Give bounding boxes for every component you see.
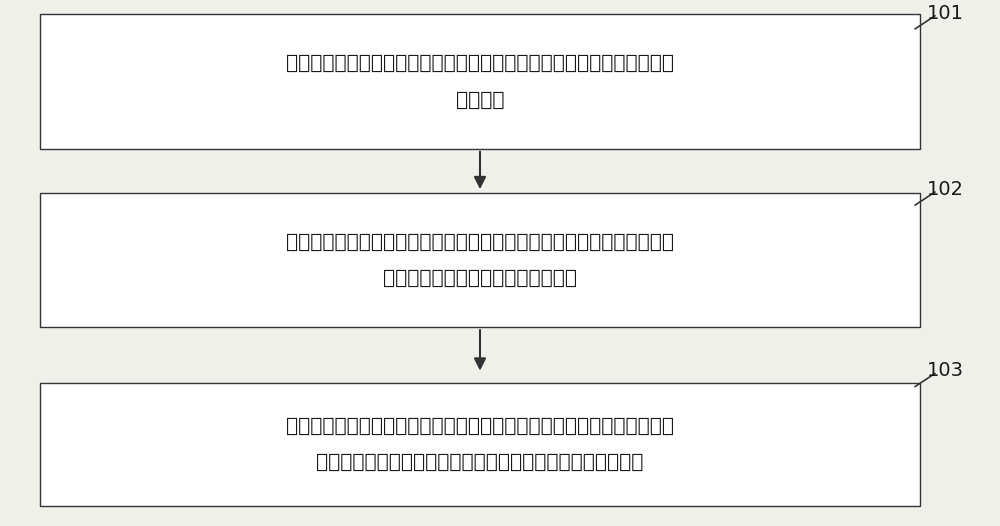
Text: 102: 102 (926, 180, 964, 199)
Bar (40, 193, 920, 327)
Text: 将至少包含有所述至少一种标识信息、以及选取的所述终端设备的至少一: 将至少包含有所述至少一种标识信息、以及选取的所述终端设备的至少一 (286, 232, 674, 251)
Text: 获取到终端设备的至少一种标识信息，选取针对所述终端设备的至少一种: 获取到终端设备的至少一种标识信息，选取针对所述终端设备的至少一种 (286, 54, 674, 73)
Text: 101: 101 (926, 4, 964, 23)
Text: 目标能力: 目标能力 (456, 90, 504, 109)
Text: 接收到网络侧基于所述至少一种标识信息反馈的所述终端设备的至少一种: 接收到网络侧基于所述至少一种标识信息反馈的所述终端设备的至少一种 (286, 417, 674, 436)
Bar (40, 383, 920, 506)
Bar (40, 14, 920, 148)
Text: 103: 103 (926, 361, 964, 380)
Text: 目标能力的支持情况信息，以基于所述支持情况信息进行处理: 目标能力的支持情况信息，以基于所述支持情况信息进行处理 (316, 453, 644, 472)
Text: 种目标能力的查询信息发送至网络侧: 种目标能力的查询信息发送至网络侧 (383, 269, 577, 288)
